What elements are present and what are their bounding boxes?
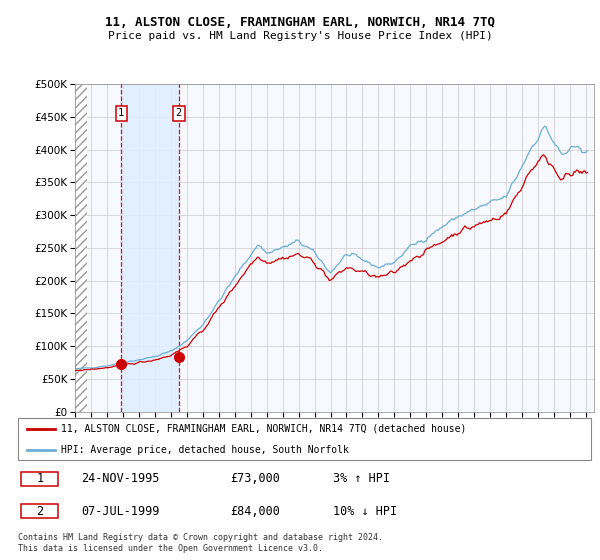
Text: 11, ALSTON CLOSE, FRAMINGHAM EARL, NORWICH, NR14 7TQ (detached house): 11, ALSTON CLOSE, FRAMINGHAM EARL, NORWI… (61, 424, 466, 434)
FancyBboxPatch shape (21, 472, 58, 486)
Text: £84,000: £84,000 (230, 505, 280, 517)
Text: Contains HM Land Registry data © Crown copyright and database right 2024.
This d: Contains HM Land Registry data © Crown c… (18, 533, 383, 553)
Text: 11, ALSTON CLOSE, FRAMINGHAM EARL, NORWICH, NR14 7TQ: 11, ALSTON CLOSE, FRAMINGHAM EARL, NORWI… (105, 16, 495, 29)
Text: HPI: Average price, detached house, South Norfolk: HPI: Average price, detached house, Sout… (61, 445, 349, 455)
FancyBboxPatch shape (21, 505, 58, 518)
Text: 2: 2 (36, 505, 43, 517)
Text: £73,000: £73,000 (230, 473, 280, 486)
Text: Price paid vs. HM Land Registry's House Price Index (HPI): Price paid vs. HM Land Registry's House … (107, 31, 493, 41)
FancyBboxPatch shape (18, 418, 591, 460)
Text: 2: 2 (176, 109, 182, 119)
Text: 07-JUL-1999: 07-JUL-1999 (81, 505, 160, 517)
Text: 10% ↓ HPI: 10% ↓ HPI (333, 505, 397, 517)
Text: 24-NOV-1995: 24-NOV-1995 (81, 473, 160, 486)
Bar (121, 84, 179, 412)
Text: 1: 1 (36, 473, 43, 486)
Text: 1: 1 (118, 109, 124, 119)
Text: 3% ↑ HPI: 3% ↑ HPI (333, 473, 390, 486)
Bar (75, 84, 87, 412)
